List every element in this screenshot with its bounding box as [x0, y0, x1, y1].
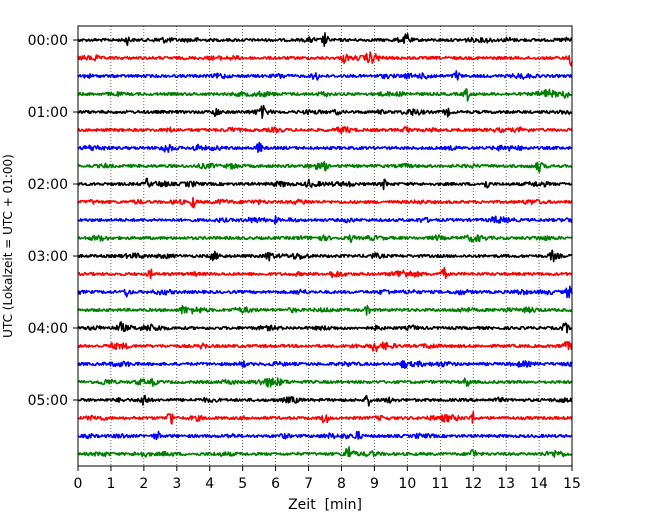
trace-line [77, 304, 573, 316]
y-tick-label: 05:00 [28, 393, 68, 409]
x-tick-label: 4 [205, 476, 214, 492]
trace-line [77, 446, 573, 458]
trace-line [77, 377, 573, 388]
trace-line [77, 267, 573, 280]
trace-line [77, 196, 573, 209]
trace-line [77, 125, 573, 135]
trace-line [77, 32, 573, 48]
trace-line [77, 234, 573, 244]
x-tick-label: 5 [238, 476, 247, 492]
x-tick-label: 14 [530, 476, 548, 492]
x-tick-label: 6 [271, 476, 280, 492]
trace-line [77, 430, 573, 441]
x-tick-label: 2 [139, 476, 148, 492]
trace-line [77, 249, 573, 263]
x-tick-label: 9 [370, 476, 379, 492]
x-tick-label: 11 [431, 476, 449, 492]
x-tick-label: 0 [74, 476, 83, 492]
trace-line [77, 177, 573, 191]
grid-lines [110, 26, 540, 466]
trace-line [77, 70, 573, 81]
plot-frame [77, 25, 573, 467]
y-axis-title: UTC (Lokalzeit = UTC + 01:00) [1, 154, 15, 338]
x-axis: 0 1 2 3 4 5 6 7 8 9 10 11 12 13 14 15 [74, 466, 581, 492]
x-tick-label: 7 [304, 476, 313, 492]
y-tick-label: 02:00 [28, 177, 68, 193]
trace-line [77, 161, 573, 173]
trace-line [77, 411, 573, 425]
trace-line [77, 215, 573, 225]
x-tick-label: 13 [497, 476, 515, 492]
trace-line [77, 360, 573, 369]
trace-group [77, 32, 573, 458]
x-tick-label: 10 [398, 476, 416, 492]
x-tick-label: 12 [464, 476, 482, 492]
x-tick-label: 1 [106, 476, 115, 492]
trace-line [77, 394, 573, 407]
x-axis-title: Zeit [min] [288, 497, 362, 513]
y-tick-label: 01:00 [28, 105, 68, 121]
trace-line [77, 141, 573, 153]
x-tick-label: 15 [563, 476, 581, 492]
x-tick-label: 8 [337, 476, 346, 492]
trace-line [77, 88, 573, 102]
y-tick-label: 00:00 [28, 33, 68, 49]
trace-line [77, 285, 573, 299]
y-axis: 00:00 01:00 02:00 03:00 04:00 05:00 [28, 33, 78, 409]
y-tick-label: 03:00 [28, 249, 68, 265]
trace-line [77, 104, 573, 119]
trace-line [77, 341, 573, 353]
trace-line [77, 321, 573, 334]
trace-line [77, 51, 573, 67]
y-tick-label: 04:00 [28, 321, 68, 337]
x-tick-label: 3 [172, 476, 181, 492]
